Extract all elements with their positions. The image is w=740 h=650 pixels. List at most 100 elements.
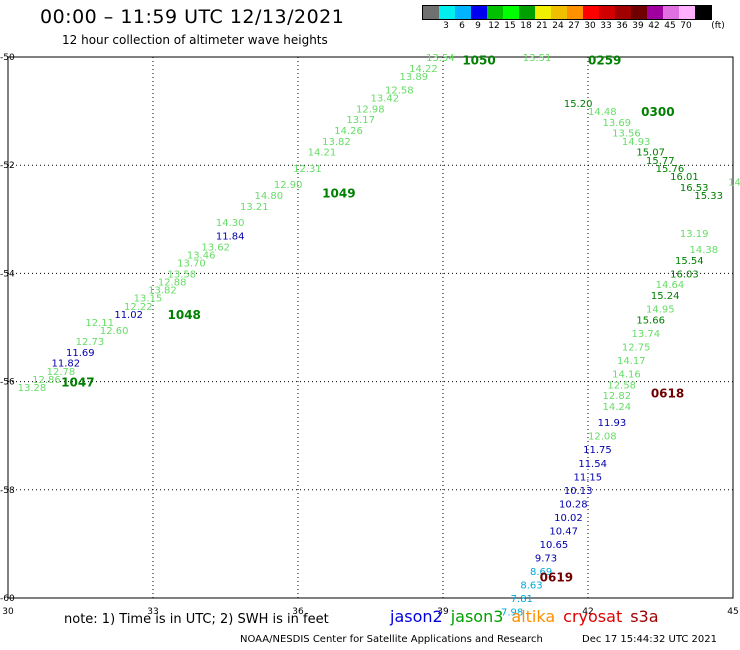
legend-swatch: [567, 6, 583, 19]
wave-height-value: 11.82: [52, 359, 81, 370]
satellite-jason3: jason3: [450, 607, 504, 626]
wave-height-value: 11.15: [574, 472, 603, 483]
wave-height-value: 13.28: [18, 383, 47, 394]
legend-swatch: [503, 6, 519, 19]
wave-height-value: 12.60: [100, 326, 129, 337]
track-time-label: 0259: [588, 54, 621, 68]
wave-height-value: 13.89: [400, 72, 429, 83]
track-time-label: 0300: [641, 105, 674, 119]
map-frame: [7, 56, 734, 599]
wave-height-value: 13.74: [632, 329, 661, 340]
wave-height-value: 12.22: [124, 302, 153, 313]
track-time-label: 1050: [462, 54, 495, 68]
legend-swatch: [519, 6, 535, 19]
lon-tick-label: 42: [582, 607, 593, 617]
lat-tick-label: -56: [0, 378, 15, 388]
track-time-label: 1049: [322, 186, 355, 200]
wave-height-value: 11.02: [114, 310, 143, 321]
wave-height-value: 8.69: [530, 567, 552, 578]
wave-height-value: 7.81: [511, 594, 533, 605]
legend-label: 27: [568, 21, 580, 31]
legend-label: 39: [632, 21, 644, 31]
wave-height-value: 10.28: [559, 499, 588, 510]
wave-height-value: 12.31: [293, 164, 322, 175]
legend-label: 70: [680, 21, 692, 31]
lon-tick-label: 33: [147, 607, 158, 617]
wave-height-value: 13.51: [523, 53, 552, 64]
track-time-label: 0619: [540, 570, 573, 584]
legend-swatch: [471, 6, 487, 19]
wave-height-value: 12.82: [603, 391, 632, 402]
wave-height-value: 12.73: [76, 337, 105, 348]
satellite-cryosat: cryosat: [563, 607, 623, 626]
wave-height-value: 8.63: [520, 580, 542, 591]
wave-height-value: 15.66: [636, 315, 665, 326]
legend-swatch: [615, 6, 631, 19]
wave-height-value: 10.13: [564, 486, 593, 497]
wave-height-value: 12.75: [622, 342, 651, 353]
wave-height-value: 14.83: [728, 177, 740, 188]
wave-height-value: 14.93: [622, 137, 651, 148]
wave-height-value: 15.54: [675, 256, 704, 267]
wave-height-value: 14.22: [409, 64, 438, 75]
legend-swatch: [583, 6, 599, 19]
satellite-jason2: jason2: [390, 607, 443, 626]
page-subtitle: 12 hour collection of altimeter wave hei…: [62, 33, 328, 47]
wave-height-value: 14.21: [308, 148, 337, 159]
wave-height-value: 14.24: [603, 402, 632, 413]
wave-height-value: 13.15: [134, 294, 163, 305]
wave-height-value: 13.54: [426, 53, 455, 64]
wave-height-value: 14.64: [656, 280, 685, 291]
satellite-altika: altika: [511, 607, 556, 626]
legend-label: 21: [536, 21, 548, 31]
wave-height-value: 11.93: [598, 418, 627, 429]
wave-height-value: 15.20: [564, 99, 593, 110]
legend-labels: (ft) 3 6 9 12 15 18 21 24 27 30 33 36 39 42 45 70: [422, 20, 725, 34]
lon-tick-label: 39: [437, 607, 449, 617]
wave-height-value: 11.69: [66, 348, 95, 359]
footer-credit: NOAA/NESDIS Center for Satellite Applica…: [240, 634, 543, 645]
lat-tick-label: -60: [0, 594, 15, 604]
wave-height-value: 13.62: [201, 242, 230, 253]
legend-swatch: [487, 6, 503, 19]
wave-height-value: 14.48: [588, 107, 617, 118]
wave-height-value: 13.19: [680, 229, 709, 240]
wave-height-value: 13.42: [371, 94, 400, 105]
wave-height-value: 16.53: [680, 183, 709, 194]
legend-label: 42: [648, 21, 660, 31]
wave-height-value: 14.38: [690, 245, 719, 256]
satellite-legend: jason2 jason3 altika cryosat s3a: [390, 607, 667, 626]
legend-label: 9: [475, 21, 481, 31]
legend-label: 45: [664, 21, 676, 31]
legend-swatch: [423, 6, 439, 19]
wave-height-value: 12.90: [274, 180, 303, 191]
wave-height-value: 15.24: [651, 291, 680, 302]
wave-height-value: 10.47: [549, 526, 578, 537]
wave-height-value: 15.77: [646, 156, 675, 167]
wave-height-value: 12.88: [158, 278, 187, 289]
legend-label: 24: [552, 21, 564, 31]
legend-swatch: [679, 6, 695, 19]
legend-swatch: [663, 6, 679, 19]
wave-height-value: 12.58: [385, 85, 414, 96]
wave-height-value: 13.82: [148, 286, 177, 297]
wave-height-value: 13.82: [322, 137, 351, 148]
wave-height-value: 10.65: [540, 540, 569, 551]
wave-height-value: 14.17: [617, 356, 646, 367]
lon-tick-label: 36: [292, 607, 304, 617]
legend-swatch: [631, 6, 647, 19]
wave-height-value: 13.56: [612, 129, 641, 140]
wave-height-value: 14.16: [612, 369, 641, 380]
satellite-s3a: s3a: [630, 607, 659, 626]
legend-label: 3: [443, 21, 449, 31]
legend-swatch: [647, 6, 663, 19]
note-text: note: 1) Time is in UTC; 2) SWH is in fe…: [64, 612, 329, 627]
wave-height-value: 14.80: [255, 191, 284, 202]
track-time-label: 1048: [168, 308, 201, 322]
wave-height-value: 13.58: [168, 269, 197, 280]
lon-tick-label: 30: [2, 607, 14, 617]
lat-tick-label: -52: [0, 161, 15, 171]
wave-height-value: 11.75: [583, 445, 612, 456]
legend-label: 12: [488, 21, 500, 31]
wave-height-value: 14.30: [216, 218, 245, 229]
